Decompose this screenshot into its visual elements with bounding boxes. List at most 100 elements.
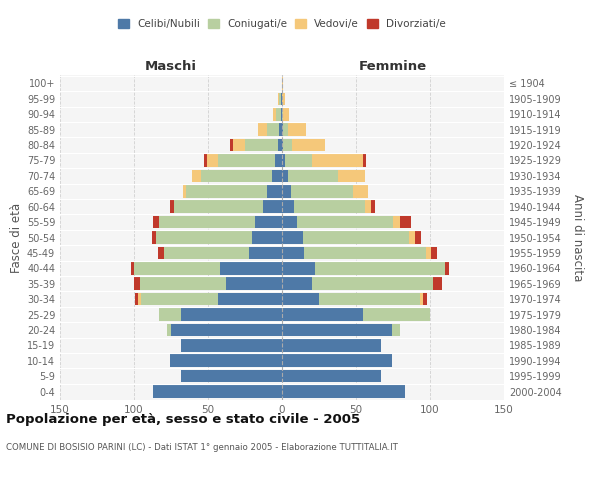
- Bar: [134, 278, 140, 290]
- Bar: [278, 92, 279, 105]
- Bar: [409, 231, 415, 244]
- Bar: [393, 216, 400, 228]
- Bar: [431, 246, 437, 259]
- Bar: [263, 200, 282, 213]
- Bar: [282, 139, 283, 151]
- Bar: [282, 154, 285, 167]
- Bar: [283, 124, 288, 136]
- Bar: [186, 185, 267, 198]
- Bar: [171, 324, 282, 336]
- Bar: [142, 293, 218, 306]
- Bar: [294, 200, 365, 213]
- Bar: [371, 200, 375, 213]
- Bar: [278, 139, 282, 151]
- Bar: [279, 124, 282, 136]
- Bar: [276, 108, 281, 120]
- Bar: [183, 185, 186, 198]
- Bar: [170, 200, 174, 213]
- Bar: [152, 231, 156, 244]
- Bar: [181, 308, 282, 321]
- Bar: [292, 139, 325, 151]
- Text: Maschi: Maschi: [145, 60, 197, 72]
- Bar: [415, 231, 421, 244]
- Bar: [392, 324, 400, 336]
- Bar: [226, 278, 282, 290]
- Bar: [291, 185, 353, 198]
- Bar: [273, 108, 276, 120]
- Bar: [311, 278, 433, 290]
- Bar: [338, 170, 365, 182]
- Y-axis label: Anni di nascita: Anni di nascita: [571, 194, 584, 281]
- Bar: [303, 231, 409, 244]
- Bar: [282, 216, 297, 228]
- Bar: [136, 293, 139, 306]
- Bar: [139, 293, 142, 306]
- Bar: [364, 308, 430, 321]
- Bar: [267, 185, 282, 198]
- Bar: [250, 246, 282, 259]
- Bar: [314, 262, 445, 274]
- Bar: [134, 262, 220, 274]
- Bar: [282, 339, 381, 351]
- Bar: [282, 246, 304, 259]
- Bar: [282, 278, 311, 290]
- Bar: [218, 293, 282, 306]
- Bar: [218, 154, 275, 167]
- Bar: [230, 139, 233, 151]
- Bar: [282, 92, 285, 105]
- Bar: [158, 246, 164, 259]
- Bar: [364, 154, 367, 167]
- Bar: [282, 308, 364, 321]
- Bar: [282, 124, 283, 136]
- Bar: [259, 124, 267, 136]
- Bar: [282, 77, 283, 90]
- Bar: [282, 293, 319, 306]
- Bar: [181, 339, 282, 351]
- Bar: [353, 185, 368, 198]
- Bar: [206, 154, 218, 167]
- Bar: [156, 231, 253, 244]
- Y-axis label: Fasce di età: Fasce di età: [10, 202, 23, 272]
- Bar: [245, 139, 278, 151]
- Bar: [203, 154, 206, 167]
- Bar: [422, 293, 427, 306]
- Bar: [279, 92, 281, 105]
- Bar: [282, 185, 291, 198]
- Bar: [170, 354, 282, 367]
- Bar: [275, 154, 282, 167]
- Bar: [159, 308, 181, 321]
- Bar: [233, 139, 245, 151]
- Bar: [445, 262, 449, 274]
- Bar: [283, 108, 289, 120]
- Bar: [159, 216, 256, 228]
- Bar: [282, 170, 288, 182]
- Bar: [282, 370, 381, 382]
- Bar: [288, 170, 338, 182]
- Bar: [285, 154, 311, 167]
- Bar: [272, 170, 282, 182]
- Bar: [153, 216, 159, 228]
- Bar: [282, 354, 392, 367]
- Bar: [400, 216, 411, 228]
- Bar: [282, 231, 303, 244]
- Bar: [167, 324, 171, 336]
- Bar: [281, 108, 282, 120]
- Bar: [419, 293, 422, 306]
- Bar: [164, 246, 250, 259]
- Bar: [311, 154, 364, 167]
- Bar: [181, 370, 282, 382]
- Bar: [253, 231, 282, 244]
- Bar: [319, 293, 419, 306]
- Bar: [282, 324, 392, 336]
- Bar: [174, 200, 263, 213]
- Bar: [365, 200, 371, 213]
- Bar: [288, 124, 305, 136]
- Bar: [304, 246, 425, 259]
- Bar: [297, 216, 393, 228]
- Bar: [267, 124, 279, 136]
- Bar: [200, 170, 272, 182]
- Bar: [153, 385, 282, 398]
- Bar: [433, 278, 442, 290]
- Bar: [140, 278, 226, 290]
- Bar: [282, 262, 314, 274]
